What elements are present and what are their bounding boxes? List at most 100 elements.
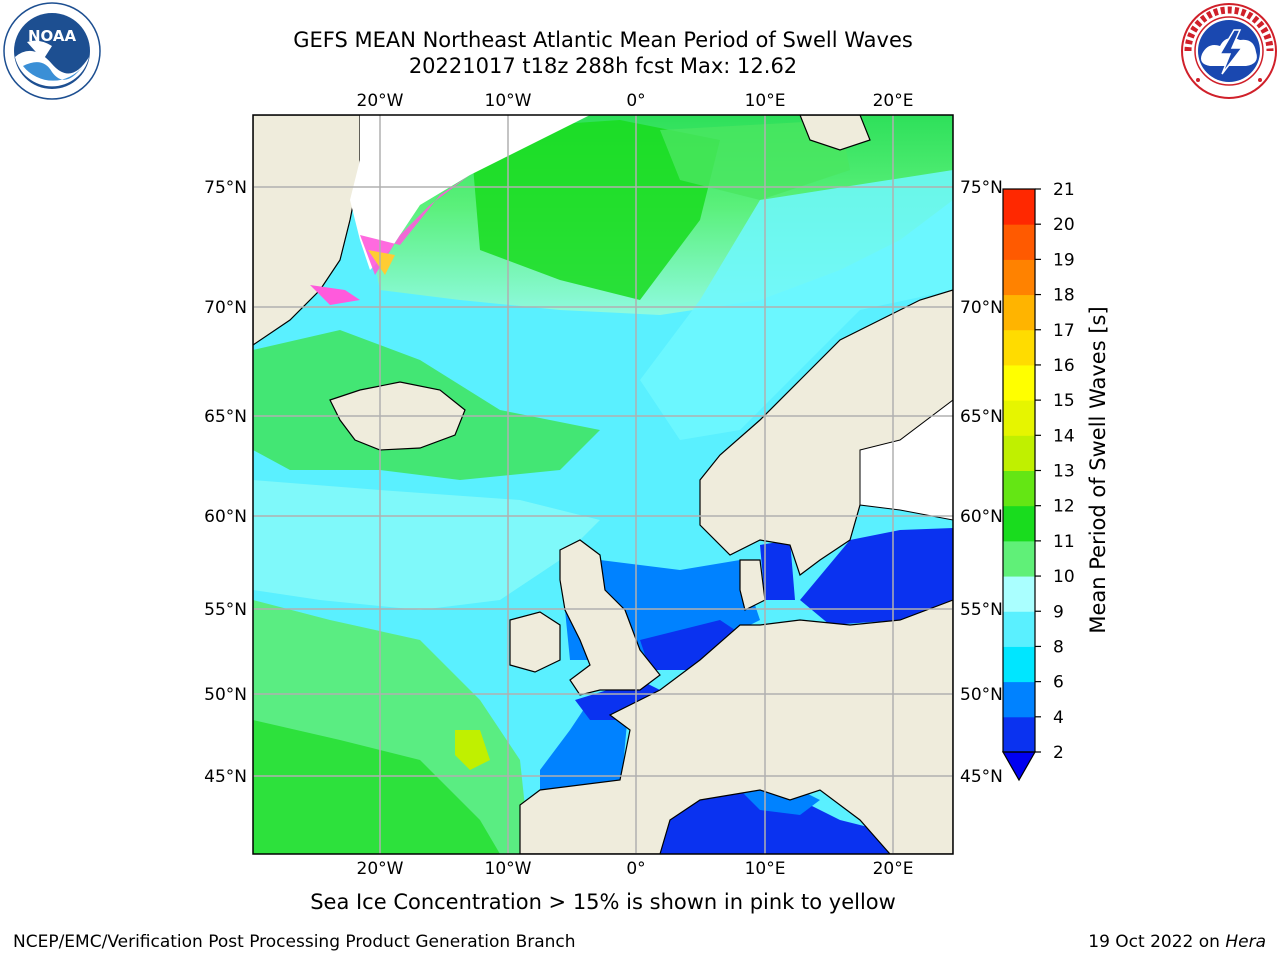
noaa-logo-text: NOAA: [28, 27, 77, 45]
lon-label-bottom: 10°W: [485, 859, 532, 879]
swell-southwest-core: [253, 720, 500, 854]
colorbar-swatch: [1003, 224, 1035, 260]
denmark: [739, 559, 766, 611]
sea-ice-note: Sea Ice Concentration > 15% is shown in …: [310, 890, 896, 914]
lat-label-right: 45°N: [960, 767, 1003, 787]
gulf-of-bothnia-ice: [859, 399, 953, 521]
colorbar-swatch: [1003, 646, 1035, 683]
colorbar-swatch: [1003, 540, 1035, 577]
colorbar-tick-label: 4: [1053, 708, 1064, 728]
swell-cyan-band: [640, 170, 953, 440]
swell-patch: [660, 120, 850, 200]
lat-label-left: 70°N: [204, 298, 247, 318]
colorbar-tick-label: 12: [1053, 497, 1075, 517]
colorbar-tick-label: 17: [1053, 321, 1075, 341]
lon-label-top: 20°E: [873, 91, 914, 111]
national-weather-service-logo-icon: [1181, 3, 1277, 99]
colorbar-tick-label: 8: [1053, 637, 1064, 657]
colorbar-tick-label: 11: [1053, 532, 1075, 552]
map-plot-area: [253, 115, 953, 854]
sea-ice-edge-yellow: [368, 250, 395, 275]
colorbar-swatch: [1003, 681, 1035, 718]
colorbar-swatch: [1003, 576, 1035, 612]
swell-baltic: [800, 528, 953, 625]
noaa-logo: NOAA: [3, 2, 101, 100]
lat-label-right: 55°N: [960, 600, 1003, 620]
colorbar-swatch: [1003, 716, 1035, 753]
sea-ice-fjord: [310, 285, 360, 305]
noaa-logo-icon: NOAA: [3, 2, 101, 100]
continental-europe: [519, 599, 953, 854]
map-gridlines: [253, 115, 953, 854]
producer-credit: NCEP/EMC/Verification Post Processing Pr…: [13, 932, 576, 952]
lon-label-top: 0°: [626, 91, 645, 111]
colorbar-tick-label: 9: [1053, 602, 1064, 622]
colorbar-swatch: [1003, 189, 1035, 225]
lat-label-left: 50°N: [204, 685, 247, 705]
swell-mid-ocean: [253, 480, 600, 610]
swell-kattegat: [760, 540, 795, 600]
colorbar-swatch: [1003, 611, 1035, 647]
lon-label-bottom: 0°: [626, 859, 645, 879]
lon-label-bottom: 20°E: [873, 859, 914, 879]
colorbar-tick-label: 19: [1053, 250, 1075, 270]
lon-label-bottom: 20°W: [357, 859, 404, 879]
colorbar-extend-arrow: [1001, 751, 1037, 782]
lat-label-left: 55°N: [204, 600, 247, 620]
nws-logo: [1180, 2, 1278, 100]
lon-label-bottom: 10°E: [745, 859, 786, 879]
land-masses: [253, 115, 953, 854]
ireland: [509, 611, 561, 673]
colorbar-swatch: [1003, 400, 1035, 436]
chart-title: GEFS MEAN Northeast Atlantic Mean Period…: [293, 28, 913, 52]
colorbar-swatch: [1003, 470, 1035, 507]
swell-southern-north-sea: [640, 620, 750, 670]
lon-label-top: 10°E: [745, 91, 786, 111]
lat-label-left: 65°N: [204, 407, 247, 427]
chart-subtitle: 20221017 t18z 288h fcst Max: 12.62: [408, 54, 798, 78]
colorbar-swatch: [1003, 294, 1035, 331]
machine-name: Hera: [1225, 932, 1266, 952]
colorbar-tick-label: 20: [1053, 215, 1075, 235]
lat-label-right: 50°N: [960, 685, 1003, 705]
generation-date: 19 Oct 2022 on Hera: [1088, 932, 1266, 952]
generation-date-text: 19 Oct 2022 on: [1088, 932, 1226, 952]
lat-label-left: 45°N: [204, 767, 247, 787]
lon-label-top: 20°W: [357, 91, 404, 111]
lat-label-right: 65°N: [960, 407, 1003, 427]
swell-mediterranean: [660, 790, 890, 854]
latitude-labels-left: 75°N 70°N 65°N 60°N 55°N 50°N 45°N: [204, 178, 247, 787]
lat-label-right: 75°N: [960, 178, 1003, 198]
colorbar-tick-label: 2: [1053, 743, 1064, 763]
longitude-labels-bottom: 20°W 10°W 0° 10°E 20°E: [357, 859, 914, 879]
longitude-labels-top: 20°W 10°W 0° 10°E 20°E: [357, 91, 914, 111]
colorbar-swatch: [1003, 364, 1035, 401]
colorbar-tick-label: 18: [1053, 286, 1075, 306]
colorbar-tick-label: 21: [1053, 180, 1075, 200]
lat-label-right: 60°N: [960, 507, 1003, 527]
colorbar-swatch: [1003, 259, 1035, 296]
lat-label-left: 60°N: [204, 507, 247, 527]
swell-max-patch: [455, 730, 490, 770]
latitude-labels-right: 75°N 70°N 65°N 60°N 55°N 50°N 45°N: [960, 178, 1003, 787]
colorbar: 2 4 6 8 9 10 11 12 13 14 15 16 17 18 19 20 21: [1001, 180, 1075, 782]
sea-ice-edge-pink: [360, 175, 470, 275]
colorbar-swatch: [1003, 435, 1035, 471]
svalbard: [799, 115, 871, 151]
great-britain: [559, 539, 661, 696]
colorbar-tick-label: 15: [1053, 391, 1075, 411]
colorbar-swatch: [1003, 329, 1035, 366]
colorbar-tick-label: 6: [1053, 673, 1064, 693]
colorbar-tick-label: 14: [1053, 426, 1075, 446]
colorbar-tick-label: 10: [1053, 567, 1075, 587]
lon-label-top: 10°W: [485, 91, 532, 111]
map-frame-border: [252, 114, 954, 855]
sea-ice-area: [350, 115, 590, 270]
colorbar-swatch: [1003, 505, 1035, 542]
lat-label-right: 70°N: [960, 298, 1003, 318]
swell-core-11s: [470, 120, 720, 300]
colorbar-tick-label: 13: [1053, 462, 1075, 482]
colorbar-tick-label: 16: [1053, 356, 1075, 376]
lat-label-left: 75°N: [204, 178, 247, 198]
